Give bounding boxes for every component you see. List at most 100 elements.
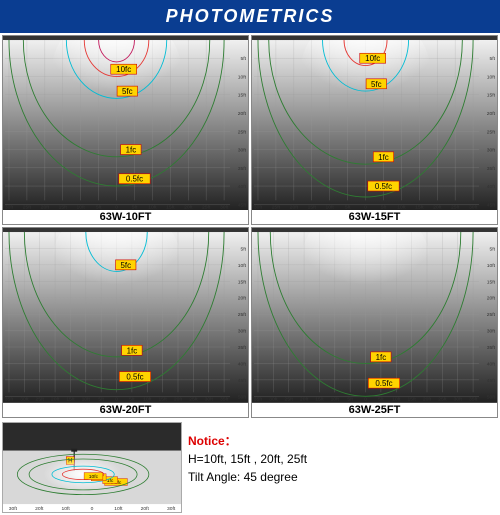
svg-text:30ft: 30ft — [269, 397, 278, 403]
svg-text:30ft: 30ft — [5, 204, 14, 210]
panel-caption: 63W-10FT — [3, 210, 248, 224]
svg-text:10ft: 10ft — [392, 397, 401, 403]
svg-text:15ft: 15ft — [66, 397, 75, 403]
svg-text:25ft: 25ft — [487, 312, 496, 318]
header-bar: PHOTOMETRICS — [0, 0, 500, 33]
svg-text:25ft: 25ft — [438, 397, 447, 403]
svg-text:25ft: 25ft — [285, 397, 294, 403]
svg-text:20ft: 20ft — [35, 506, 44, 512]
svg-text:5ft: 5ft — [240, 56, 246, 62]
svg-text:45ft: 45ft — [238, 378, 247, 384]
sim-panel: H0.5fc1fc5fc10fc30ft20ft10ft010ft20ft30f… — [2, 422, 182, 513]
svg-text:30ft: 30ft — [238, 148, 247, 154]
svg-text:1fc: 1fc — [127, 347, 138, 356]
svg-text:5ft: 5ft — [489, 247, 495, 253]
svg-text:10ft: 10ft — [238, 74, 247, 80]
svg-text:10ft: 10ft — [114, 506, 123, 512]
panel-caption: 63W-15FT — [252, 210, 497, 224]
svg-text:15ft: 15ft — [415, 204, 424, 210]
svg-text:20ft: 20ft — [41, 204, 50, 210]
svg-text:30ft: 30ft — [220, 204, 229, 210]
svg-text:1fc: 1fc — [107, 478, 114, 484]
svg-text:30ft: 30ft — [487, 148, 496, 154]
svg-text:25ft: 25ft — [36, 397, 45, 403]
svg-text:35ft: 35ft — [487, 166, 496, 172]
svg-text:5ft: 5ft — [132, 204, 138, 210]
svg-text:15ft: 15ft — [407, 397, 416, 403]
notice-title: Notice： — [188, 432, 307, 450]
svg-text:20ft: 20ft — [290, 204, 299, 210]
svg-text:20ft: 20ft — [300, 397, 309, 403]
photometric-panel: 0.5fc1fc35ft30ft25ft20ft15ft10ft5ft05ft1… — [251, 227, 498, 417]
svg-text:15ft: 15ft — [166, 204, 175, 210]
svg-text:20ft: 20ft — [141, 506, 150, 512]
svg-text:25ft: 25ft — [238, 129, 247, 135]
svg-text:5ft: 5ft — [381, 204, 387, 210]
svg-text:10ft: 10ft — [148, 204, 157, 210]
svg-text:0.5fc: 0.5fc — [375, 379, 392, 388]
photometric-panel: 0.5fc1fc5fc10fc30ft25ft20ft15ft10ft5ft05… — [2, 35, 249, 225]
svg-text:10ft: 10ft — [82, 397, 91, 403]
notice-line1: H=10ft, 15ft , 20ft, 25ft — [188, 450, 307, 468]
svg-text:5ft: 5ft — [240, 247, 246, 253]
svg-text:10ft: 10ft — [487, 263, 496, 269]
svg-text:5ft: 5ft — [345, 204, 351, 210]
svg-text:20ft: 20ft — [238, 111, 247, 117]
svg-text:5ft: 5ft — [96, 204, 102, 210]
panel-caption: 63W-25FT — [252, 403, 497, 417]
svg-text:15ft: 15ft — [158, 397, 167, 403]
svg-text:30ft: 30ft — [469, 204, 478, 210]
svg-text:10ft: 10ft — [143, 397, 152, 403]
svg-text:15ft: 15ft — [308, 204, 317, 210]
svg-text:0: 0 — [364, 204, 367, 210]
photometric-panel: 0.5fc1fc5fc10fc30ft25ft20ft15ft10ft5ft05… — [251, 35, 498, 225]
svg-text:10ft: 10ft — [62, 506, 71, 512]
svg-text:10ft: 10ft — [397, 204, 406, 210]
svg-text:10fc: 10fc — [89, 474, 99, 480]
svg-text:5fc: 5fc — [120, 261, 131, 270]
svg-text:15ft: 15ft — [315, 397, 324, 403]
svg-text:10ft: 10ft — [238, 263, 247, 269]
svg-text:0: 0 — [115, 397, 118, 403]
svg-text:25ft: 25ft — [23, 204, 32, 210]
svg-text:5ft: 5ft — [129, 397, 135, 403]
svg-text:35ft: 35ft — [238, 345, 247, 351]
panel-grid: 0.5fc 1fc 5fc 10fc 30ft 25ft 20ft 15ft 10ft 5ft 0 5… — [0, 33, 500, 420]
svg-text:1fc: 1fc — [378, 153, 389, 162]
svg-text:30ft: 30ft — [254, 204, 263, 210]
svg-text:10fc: 10fc — [365, 54, 380, 63]
svg-text:10ft: 10ft — [487, 74, 496, 80]
notice-line2: Tilt Angle: 45 degree — [188, 468, 307, 486]
svg-text:15ft: 15ft — [487, 93, 496, 99]
svg-text:5ft: 5ft — [347, 397, 353, 403]
svg-text:5ft: 5ft — [489, 56, 495, 62]
svg-text:35ft: 35ft — [5, 397, 14, 403]
svg-text:35ft: 35ft — [487, 345, 496, 351]
svg-text:20ft: 20ft — [487, 111, 496, 117]
svg-text:5ft: 5ft — [378, 397, 384, 403]
svg-text:15ft: 15ft — [59, 204, 68, 210]
svg-text:35ft: 35ft — [254, 397, 263, 403]
svg-text:20ft: 20ft — [487, 296, 496, 302]
svg-text:30ft: 30ft — [20, 397, 29, 403]
photometric-panel: 0.5fc1fc5fc35ft30ft25ft20ft15ft10ft5ft05… — [2, 227, 249, 417]
svg-text:5fc: 5fc — [371, 80, 382, 89]
svg-text:10ft: 10ft — [77, 204, 86, 210]
svg-text:25ft: 25ft — [189, 397, 198, 403]
svg-text:25ft: 25ft — [451, 204, 460, 210]
svg-text:5ft: 5ft — [98, 397, 104, 403]
svg-text:45ft: 45ft — [487, 378, 496, 384]
svg-text:30ft: 30ft — [205, 397, 214, 403]
svg-text:30ft: 30ft — [9, 506, 18, 512]
svg-text:25ft: 25ft — [238, 312, 247, 318]
svg-text:15ft: 15ft — [238, 93, 247, 99]
svg-text:10ft: 10ft — [326, 204, 335, 210]
panel-caption: 63W-20FT — [3, 403, 248, 417]
svg-text:0: 0 — [364, 397, 367, 403]
svg-text:30ft: 30ft — [167, 506, 176, 512]
svg-text:30ft: 30ft — [487, 329, 496, 335]
svg-text:25ft: 25ft — [487, 129, 496, 135]
svg-text:25ft: 25ft — [272, 204, 281, 210]
svg-text:10ft: 10ft — [331, 397, 340, 403]
svg-text:0: 0 — [115, 204, 118, 210]
